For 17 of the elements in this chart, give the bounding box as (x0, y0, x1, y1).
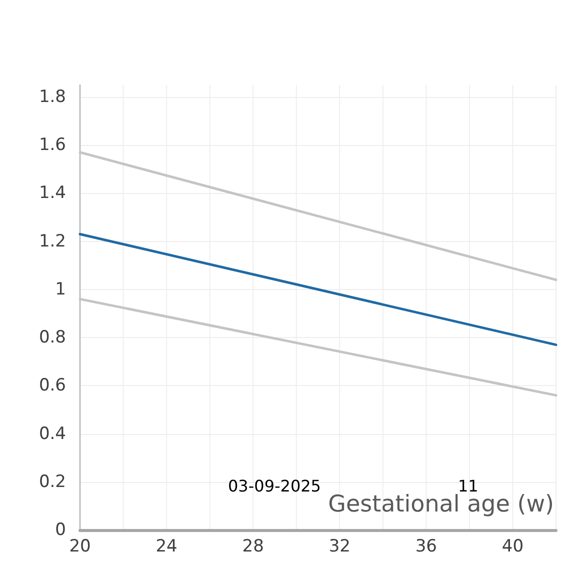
y-tick-label: 1.4 (38, 183, 66, 204)
x-tick-label: 40 (502, 536, 524, 556)
y-tick-label: 1.6 (38, 135, 66, 156)
x-tick-label: 24 (156, 536, 178, 556)
y-tick-label: 0.2 (38, 472, 66, 492)
y-tick-label: 1.2 (38, 231, 66, 252)
y-tick-label: 0 (55, 520, 66, 540)
y-tick-label: 0.6 (38, 376, 66, 396)
y-tick-label: 1.8 (38, 87, 66, 108)
y-tick-label: 0.8 (38, 328, 66, 348)
annotation: 03-09-2025 (228, 476, 321, 496)
y-tick-label: 1 (55, 279, 66, 300)
x-tick-label: 32 (328, 536, 350, 556)
x-tick-label: 20 (69, 536, 91, 556)
x-tick-label: 36 (415, 536, 437, 556)
y-tick-label: 0.4 (38, 424, 66, 444)
x-tick-label: 28 (242, 536, 264, 556)
